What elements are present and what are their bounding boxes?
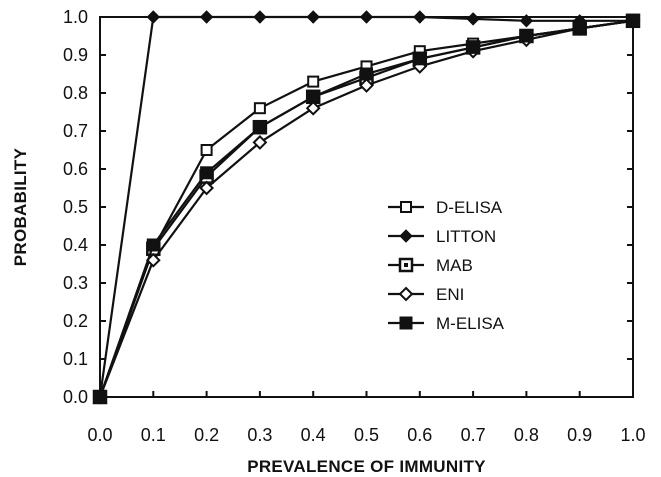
data-point-eni (199, 180, 215, 196)
legend-item-d-elisa: D-ELISA (388, 198, 503, 217)
data-point-litton (466, 12, 480, 26)
legend-item-m-elisa: M-ELISA (388, 314, 505, 333)
legend-item-litton: LITTON (388, 227, 496, 246)
y-tick-label: 0.8 (63, 83, 88, 103)
data-point-eni (252, 134, 268, 150)
data-point-m-elisa (519, 29, 533, 43)
x-tick-label: 0.1 (141, 425, 166, 445)
data-point-d-elisa (253, 102, 266, 115)
legend-marker-mab (398, 257, 414, 273)
legend-marker-m-elisa (399, 316, 413, 330)
legend-item-eni: ENI (388, 285, 464, 304)
data-point-litton (253, 10, 267, 24)
legend-marker-litton (399, 229, 413, 243)
x-tick-label: 0.4 (301, 425, 326, 445)
legend-marker-d-elisa (400, 201, 412, 213)
legend-label-d-elisa: D-ELISA (436, 198, 503, 217)
x-tick-label: 0.6 (407, 425, 432, 445)
series-layer (92, 10, 641, 405)
data-point-d-elisa (200, 144, 213, 156)
axes: 0.0 0.1 0.2 0.3 0.4 0.5 0.6 0.7 0.8 0.9 1.0 0.0 0.1 0… (63, 7, 646, 445)
data-point-litton (146, 10, 161, 24)
data-point-m-elisa (626, 14, 640, 28)
x-axis-title: PREVALENCE OF IMMUNITY (247, 457, 486, 476)
series-m-elisa (93, 14, 640, 404)
x-tick-label: 0.7 (461, 425, 486, 445)
x-tick-label: 0.2 (194, 425, 219, 445)
x-tick-label: 0.0 (87, 425, 112, 445)
y-tick-label: 0.3 (63, 273, 88, 293)
data-point-litton (199, 10, 214, 24)
data-point-m-elisa (306, 90, 320, 104)
data-point-m-elisa (253, 120, 267, 134)
data-point-eni (305, 100, 321, 116)
y-tick-label: 0.1 (63, 349, 88, 369)
data-point-m-elisa (93, 390, 107, 404)
legend: D-ELISA LITTON MAB ENI M-ELISA (388, 198, 505, 333)
data-point-litton (519, 14, 534, 28)
data-point-litton (306, 10, 320, 24)
x-tick-label: 0.3 (247, 425, 272, 445)
legend-label-litton: LITTON (436, 227, 496, 246)
y-tick-label: 0.4 (63, 235, 88, 255)
y-tick-label: 0.0 (63, 387, 88, 407)
y-tick-label: 1.0 (63, 7, 88, 27)
y-tick-label: 0.9 (63, 45, 88, 65)
data-point-m-elisa (360, 67, 373, 81)
data-point-litton (413, 10, 427, 24)
x-tick-label: 0.8 (514, 425, 539, 445)
legend-label-m-elisa: M-ELISA (436, 314, 505, 333)
x-tick-label: 0.5 (354, 425, 379, 445)
data-point-m-elisa (200, 166, 214, 180)
data-point-m-elisa (413, 52, 427, 66)
data-point-d-elisa (307, 75, 320, 88)
data-point-m-elisa (466, 40, 480, 54)
data-point-m-elisa (573, 21, 587, 35)
data-point-eni (359, 77, 374, 93)
y-tick-label: 0.2 (63, 311, 88, 331)
x-tick-label: 1.0 (620, 425, 645, 445)
y-tick-label: 0.5 (63, 197, 88, 217)
legend-marker-eni (398, 286, 414, 302)
y-axis-title: PROBABILITY (11, 147, 30, 266)
y-tick-label: 0.6 (63, 159, 88, 179)
legend-item-mab: MAB (388, 256, 473, 275)
legend-label-mab: MAB (436, 256, 473, 275)
y-tick-label: 0.7 (63, 121, 88, 141)
legend-label-eni: ENI (436, 285, 464, 304)
x-tick-label: 0.9 (567, 425, 592, 445)
data-point-m-elisa (146, 238, 160, 252)
data-point-litton (359, 10, 374, 24)
